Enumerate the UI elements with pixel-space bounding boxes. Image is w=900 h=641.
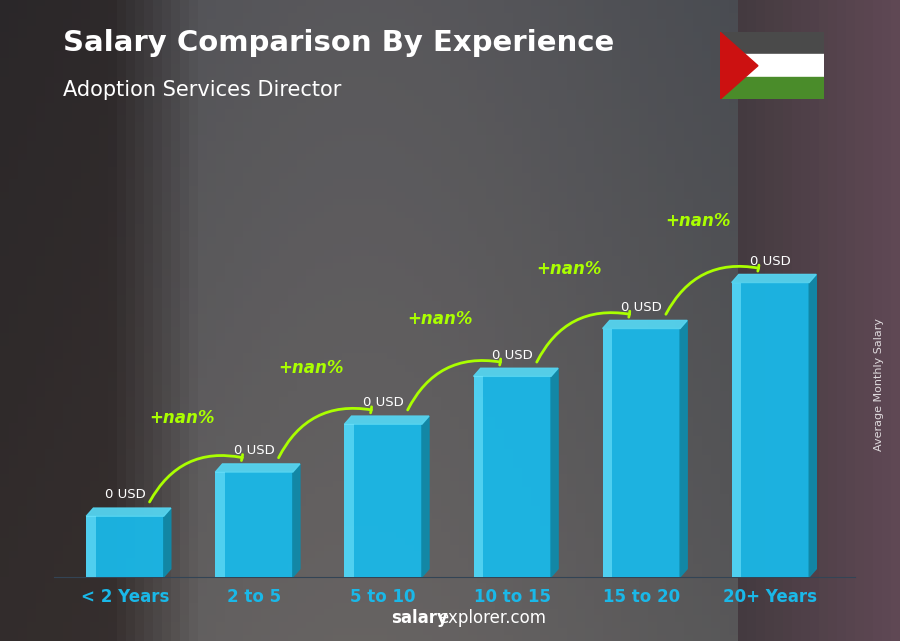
Polygon shape: [603, 320, 688, 329]
Text: 0 USD: 0 USD: [621, 301, 662, 314]
Bar: [215, 472, 225, 577]
Polygon shape: [422, 416, 429, 577]
Text: +nan%: +nan%: [536, 260, 602, 278]
Polygon shape: [345, 416, 429, 424]
Polygon shape: [551, 368, 558, 577]
Bar: [345, 424, 354, 577]
Bar: [732, 283, 809, 577]
Bar: [720, 77, 824, 99]
Bar: [86, 516, 95, 577]
Text: Average Monthly Salary: Average Monthly Salary: [874, 318, 884, 451]
Polygon shape: [292, 464, 300, 577]
Bar: [720, 54, 824, 77]
Bar: [215, 472, 292, 577]
Bar: [345, 424, 422, 577]
Bar: [732, 283, 741, 577]
Text: 0 USD: 0 USD: [363, 397, 403, 410]
Text: Salary Comparison By Experience: Salary Comparison By Experience: [63, 29, 614, 57]
Text: 0 USD: 0 USD: [234, 444, 274, 457]
Text: salary: salary: [392, 609, 448, 627]
Bar: [473, 376, 551, 577]
Polygon shape: [473, 368, 558, 376]
Text: +nan%: +nan%: [149, 409, 214, 427]
Text: 0 USD: 0 USD: [492, 349, 533, 362]
Polygon shape: [809, 274, 816, 577]
Bar: [603, 329, 612, 577]
Text: 0 USD: 0 USD: [750, 254, 791, 268]
Text: explorer.com: explorer.com: [438, 609, 546, 627]
Text: +nan%: +nan%: [278, 360, 344, 378]
Text: +nan%: +nan%: [665, 212, 731, 230]
Text: +nan%: +nan%: [407, 310, 472, 328]
Polygon shape: [86, 508, 171, 516]
Polygon shape: [732, 274, 816, 283]
Text: Adoption Services Director: Adoption Services Director: [63, 80, 341, 100]
Polygon shape: [215, 464, 300, 472]
Text: 0 USD: 0 USD: [104, 488, 146, 501]
Bar: [720, 32, 824, 54]
Bar: [603, 329, 680, 577]
Polygon shape: [164, 508, 171, 577]
Bar: [86, 516, 164, 577]
Bar: [473, 376, 482, 577]
Polygon shape: [680, 320, 688, 577]
Polygon shape: [720, 32, 758, 99]
